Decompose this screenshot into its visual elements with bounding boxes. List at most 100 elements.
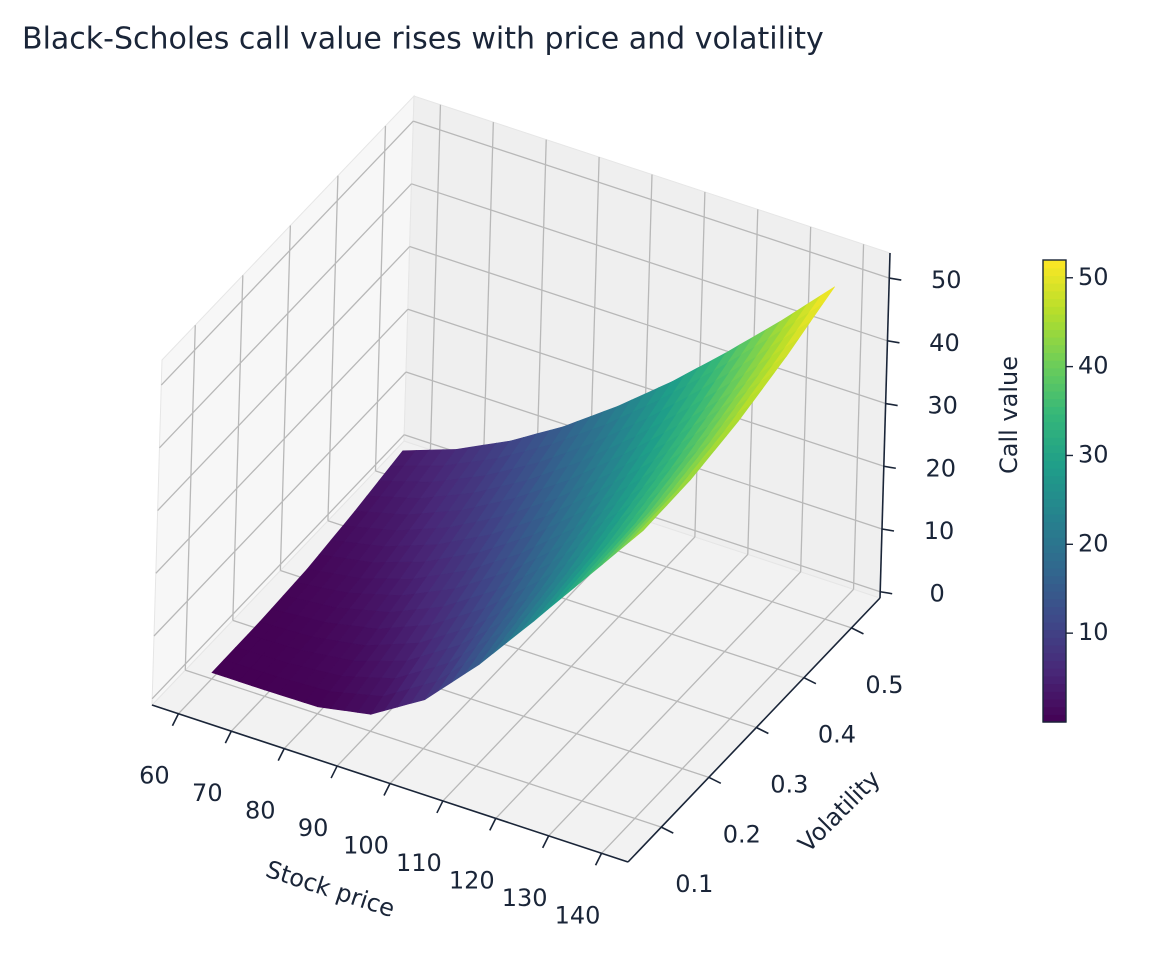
colorbar-segment	[1043, 275, 1066, 284]
colorbar-tick-label: 10	[1078, 618, 1109, 646]
grid-line	[157, 246, 411, 511]
colorbar-segment	[1043, 614, 1066, 623]
colorbar-segment	[1043, 483, 1066, 492]
colorbar-segment	[1043, 375, 1066, 384]
colorbar-segment	[1043, 337, 1066, 346]
tick-mark	[330, 765, 338, 779]
z-tick-label: 30	[927, 392, 958, 420]
grid-line	[232, 275, 244, 621]
grid-line	[601, 588, 855, 854]
x-tick-label: 140	[555, 901, 601, 929]
x-tick-label: 110	[396, 849, 442, 877]
colorbar-segment	[1043, 290, 1066, 300]
grid-line	[160, 120, 414, 386]
y-tick-label: 0.1	[675, 870, 713, 898]
y-tick-label: 0.2	[723, 820, 761, 848]
grid-line	[158, 183, 412, 449]
tick-mark	[171, 713, 180, 727]
colorbar-frame	[1042, 259, 1067, 723]
tick-mark	[756, 726, 769, 735]
tick-mark	[277, 748, 285, 761]
tick-mark	[489, 818, 497, 831]
colorbar-segment	[1043, 560, 1066, 569]
colorbar-segment	[1043, 514, 1066, 523]
colorbar-segment	[1043, 529, 1066, 538]
colorbar-segment	[1043, 660, 1066, 669]
colorbar-segment	[1043, 437, 1066, 446]
colorbar-segment	[1043, 521, 1066, 531]
x-tick-label: 120	[449, 866, 495, 894]
grid-line	[184, 325, 196, 671]
colorbar-tick-label: 30	[1078, 440, 1109, 468]
grid-line	[374, 125, 387, 471]
grid-line	[548, 571, 802, 837]
tick-mark	[889, 277, 902, 281]
colorbar-segment	[1043, 491, 1066, 500]
colorbar-segment	[1043, 552, 1066, 561]
y-tick-label: 0.5	[865, 671, 903, 699]
x-tick-label: 70	[192, 779, 223, 807]
grid-line	[800, 226, 812, 572]
x-tick-label: 80	[245, 797, 276, 825]
x-axis-label: Stock price	[262, 855, 398, 923]
colorbar-segment	[1043, 352, 1066, 361]
tick-mark	[883, 465, 896, 470]
colorbar-segment	[1043, 367, 1066, 377]
tick-mark	[708, 776, 722, 785]
tick-mark	[436, 800, 444, 814]
tick-mark	[885, 402, 898, 407]
z-tick-label: 50	[931, 266, 962, 294]
grid-line	[852, 244, 865, 590]
y-tick-label: 0.4	[818, 721, 856, 749]
colorbar-segment	[1043, 591, 1066, 600]
x-tick-label: 130	[502, 884, 548, 912]
colorbar-segment	[1043, 683, 1066, 692]
colorbar-segment	[1043, 652, 1066, 661]
grid-line	[151, 434, 405, 700]
chart-title: Black-Scholes call value rises with pric…	[22, 22, 824, 57]
colorbar-segment	[1043, 537, 1066, 546]
colorbar-segment	[1043, 568, 1066, 577]
grid-line	[442, 536, 696, 802]
grid-line	[535, 139, 547, 485]
grid-line	[327, 175, 339, 521]
x-tick-label: 60	[139, 762, 170, 790]
tick-mark	[541, 835, 550, 849]
tick-mark	[660, 826, 674, 834]
tick-mark	[851, 627, 864, 635]
colorbar-segment	[1043, 313, 1066, 323]
colorbar-segment	[1043, 691, 1066, 700]
colorbar-tick-label: 20	[1078, 529, 1109, 557]
colorbar-tick-label: 40	[1078, 352, 1109, 380]
colorbar-tick-label: 50	[1078, 263, 1109, 291]
z-tick-label: 20	[926, 454, 957, 482]
colorbar-segment	[1043, 668, 1066, 677]
surface-facet	[629, 517, 656, 543]
colorbar-segment	[1043, 444, 1066, 454]
colorbar-segment	[1043, 637, 1066, 646]
grid-line	[279, 225, 292, 571]
colorbar-segment	[1043, 414, 1066, 423]
grid-line	[185, 669, 662, 828]
grid-line	[495, 553, 749, 819]
tick-mark	[224, 730, 233, 744]
grid-line	[429, 104, 442, 450]
colorbar-segment	[1043, 429, 1066, 438]
tick-mark	[383, 783, 391, 796]
colorbar-segment	[1043, 706, 1066, 715]
axis-line	[627, 597, 881, 863]
colorbar-segment	[1043, 675, 1066, 685]
tick-mark	[881, 528, 895, 532]
axis-line	[879, 252, 891, 599]
z-tick-label: 40	[929, 329, 960, 357]
colorbar-segment	[1043, 629, 1066, 638]
grid-line	[153, 371, 407, 637]
grid-line	[413, 120, 890, 279]
colorbar-segment	[1043, 698, 1066, 708]
colorbar-segment	[1043, 645, 1066, 654]
colorbar-segment	[1043, 544, 1066, 554]
z-tick-label: 0	[930, 580, 945, 608]
grid-line	[409, 245, 886, 405]
